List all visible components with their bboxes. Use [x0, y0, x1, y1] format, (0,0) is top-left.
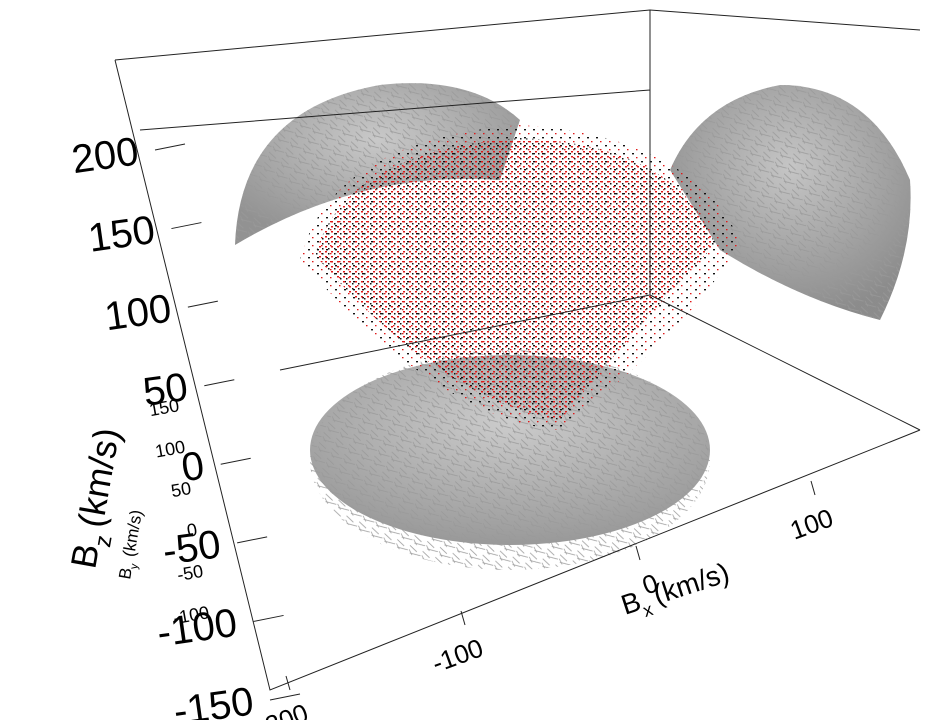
decor-clouds	[235, 83, 911, 570]
plot-box	[114, 9, 921, 691]
tick-mark	[810, 480, 816, 496]
xaxis-tick-label: -200	[253, 697, 312, 720]
tick-mark	[269, 693, 301, 701]
yaxis-tick-label: 0	[185, 519, 198, 540]
title-unit: (km/s)	[119, 508, 146, 558]
tick-mark	[460, 610, 466, 626]
zaxis-tick-label: -150	[171, 679, 256, 720]
tick-mark	[171, 222, 202, 230]
zaxis-tick-label: 50	[140, 365, 190, 415]
title-sub: z	[89, 533, 117, 549]
xaxis-tick-label: 100	[786, 502, 837, 545]
tick-mark	[253, 614, 284, 622]
yaxis-title: By (km/s)	[115, 508, 150, 581]
xaxis-title: Bx(km/s)	[617, 557, 735, 627]
xaxis-tick-label: -100	[428, 632, 487, 678]
title-main: B	[115, 566, 136, 580]
yaxis-tick-label: 150	[148, 395, 181, 420]
yaxis-tick-label: 50	[169, 478, 192, 501]
yaxis-tick-label: -50	[176, 561, 205, 585]
title-unit: (km/s)	[70, 425, 128, 531]
title-sub: x	[640, 599, 655, 621]
zaxis-tick-label: -50	[160, 522, 223, 574]
title-unit: (km/s)	[649, 557, 733, 611]
tick-mark	[237, 536, 268, 544]
tick-mark	[220, 457, 251, 465]
tick-mark	[187, 300, 218, 308]
zaxis-tick-label: 100	[102, 286, 174, 339]
tick-mark	[154, 143, 186, 151]
title-sub: y	[128, 562, 141, 570]
zaxis-tick-label: 200	[69, 129, 141, 182]
tick-mark	[204, 379, 235, 387]
tick-mark	[285, 675, 291, 691]
tick-mark	[635, 545, 641, 561]
zaxis-tick-label: 150	[85, 208, 157, 261]
